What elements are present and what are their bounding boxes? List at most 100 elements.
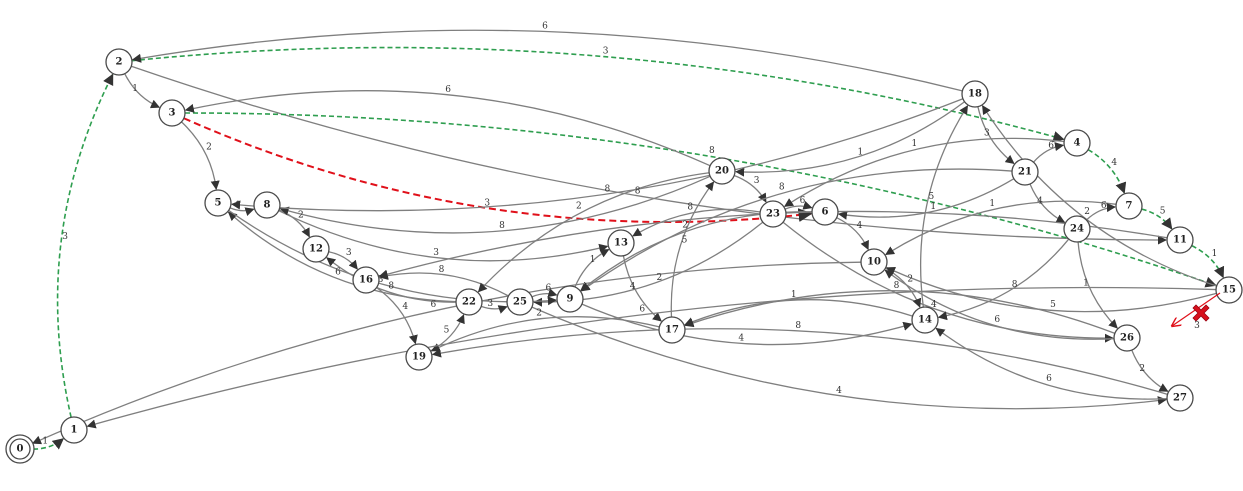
edge-27-to-14 [935,327,1168,400]
edge-weight-12-to-16: 3 [346,248,352,258]
node-25: 25 [506,288,534,316]
edge-weight-24-to-14: 8 [1012,280,1018,290]
node-label-27: 27 [1173,393,1187,404]
edge-weight-14-to-17: 1 [791,290,797,300]
edge-weight-7-to-10: 1 [989,199,995,209]
node-22: 22 [455,288,483,316]
edge-weight-15-to-18: 2 [1084,207,1090,217]
edge-5-to-8 [229,207,255,216]
edge-weight-24-to-7: 6 [1101,201,1107,211]
edge-3-to-5 [181,121,220,191]
edge-weight-13-to-17: 4 [630,282,636,292]
edge-weight-5-to-9: 3 [378,275,384,285]
edge-26-to-17 [684,290,1116,334]
edge-27-to-19 [431,328,1168,395]
node-0: 0 [5,434,35,464]
node-label-4: 4 [1074,138,1081,149]
edge-21-to-6 [837,178,1015,220]
edge-weight-5-to-8: 1 [235,201,241,211]
edge-weight-26-to-17: 8 [894,281,900,291]
edge-15-to-1 [86,286,1217,429]
node-20: 20 [708,157,736,185]
edge-4-to-23 [783,137,1065,207]
edge-weight-23-to-6: 6 [800,196,806,206]
edge-weight-3-to-5: 2 [206,143,212,153]
edge-weight-4-to-7: 4 [1111,158,1117,168]
node-label-12: 12 [309,244,323,255]
edge-weight-19-to-22: 5 [444,326,450,336]
node-8: 8 [253,191,281,219]
node-24: 24 [1063,215,1091,243]
edge-weight-20-to-23: 3 [754,176,760,186]
edge-22-to-12 [326,257,457,303]
node-label-2: 2 [116,57,123,68]
edge-weight-27-to-14: 6 [1046,374,1052,384]
edge-weight-22-to-25: 3 [487,299,493,309]
edge-weight-9-to-14: 4 [738,334,744,344]
edge-21-to-4 [1033,142,1065,163]
edge-weight-20-to-8: 8 [499,221,505,231]
edge-26-to-27 [1131,349,1169,392]
edge-weight-26-to-10: 6 [994,315,1000,325]
node-10: 10 [860,248,888,276]
edge-15-to-18 [981,105,1217,287]
edge-weight-21-to-24: 4 [1037,197,1043,207]
edge-weight-0-to-1: 1 [42,437,48,447]
edge-20-to-3 [184,90,711,167]
node-13: 13 [607,229,635,257]
edge-weight-9-to-13: 1 [590,255,596,265]
edge-weight-2-to-4: 3 [603,46,609,56]
edge-weight-25-to-9: 6 [545,284,551,294]
edge-weight-22-to-5: 6 [335,267,341,277]
edge-2-to-11 [131,65,1167,245]
edge-weight-8-to-12: 2 [298,211,304,221]
edge-6-to-10 [836,217,869,251]
edge-17-to-20 [670,181,715,318]
edge-weight-23-to-26: 4 [931,300,937,310]
edge-weight-14-to-18: 5 [929,192,935,202]
edge-21-to-9 [580,168,1013,292]
edge-14-to-17 [684,299,913,326]
edge-weight-20-to-3: 6 [445,85,451,95]
edge-18-to-2 [131,29,963,92]
edge-weight-7-to-11: 5 [1160,206,1166,216]
edge-weight-21-to-6: 1 [930,202,936,212]
edge-weight-23-to-25: 2 [657,273,663,283]
blocked-edge-weight: 3 [1194,321,1200,331]
edge-weight-18-to-21: 3 [984,129,990,139]
node-18: 18 [961,80,989,108]
node-26: 26 [1113,324,1141,352]
edge-weight-6-to-9: 2 [682,220,688,230]
edge-25-to-9 [531,288,558,298]
node-label-9: 9 [567,294,574,305]
node-12: 12 [302,235,330,263]
node-4: 4 [1063,129,1091,157]
node-17: 17 [658,316,686,344]
edge-9-to-13 [574,248,610,288]
edge-weight-25-to-16: 8 [439,265,445,275]
edge-weight-17-to-19: 2 [536,308,542,318]
node-label-23: 23 [766,209,780,220]
node-21: 21 [1011,158,1039,186]
node-label-18: 18 [968,89,982,100]
node-label-0: 0 [17,444,24,455]
edge-9-to-14 [581,303,913,346]
red-x-icon [1192,304,1210,322]
node-label-25: 25 [513,297,527,308]
edge-16-to-19 [376,287,418,345]
edge-25-to-27 [531,306,1168,410]
node-label-13: 13 [614,238,628,249]
edge-weight-2-to-3: 1 [132,84,138,94]
edge-3-to-6 [183,117,813,223]
node-label-5: 5 [215,198,222,209]
node-23: 23 [759,200,787,228]
node-1: 1 [60,416,88,444]
node-label-3: 3 [169,108,176,119]
node-label-7: 7 [1126,201,1133,212]
edge-weight-22-to-12: 8 [388,282,394,292]
edge-0-to-1 [32,438,65,450]
node-6: 6 [811,198,839,226]
edge-8-to-12 [278,209,310,238]
node-label-22: 22 [462,297,476,308]
